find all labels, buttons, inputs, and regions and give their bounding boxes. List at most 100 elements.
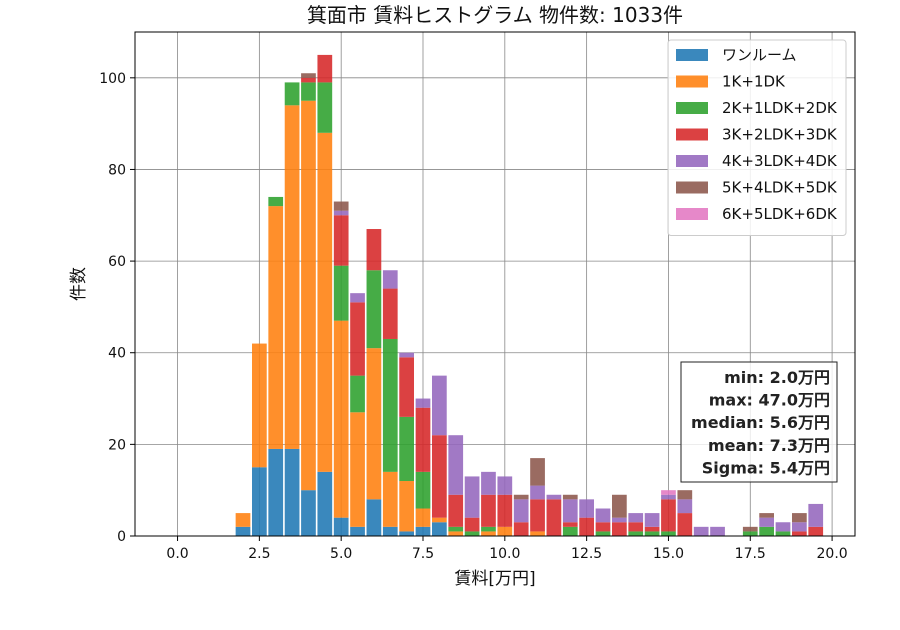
- bar-segment: [530, 499, 545, 532]
- x-tick-label: 20.0: [817, 546, 848, 562]
- bar-segment: [792, 513, 807, 523]
- bar-segment: [644, 513, 660, 527]
- bar-segment: [775, 531, 791, 536]
- histogram-bars: [235, 54, 824, 536]
- bar-segment: [333, 517, 349, 536]
- bar-segment: [382, 338, 398, 472]
- stats-line: median: 5.6万円: [691, 413, 830, 432]
- bar-segment: [612, 522, 627, 536]
- bar-segment: [742, 526, 758, 532]
- bar-segment: [513, 494, 529, 500]
- legend-swatch: [676, 49, 708, 61]
- bar-segment: [333, 201, 349, 211]
- bar-segment: [333, 210, 349, 216]
- y-tick-label: 60: [108, 254, 126, 270]
- bar-segment: [366, 348, 382, 500]
- bar-segment: [579, 517, 594, 536]
- bar-segment: [333, 265, 349, 321]
- stats-box: min: 2.0万円 max: 47.0万円 median: 5.6万円 mean: …: [680, 361, 838, 483]
- bar-segment: [284, 82, 300, 106]
- bar-segment: [382, 288, 398, 339]
- x-tick-label: 10.0: [489, 546, 520, 562]
- bar-segment: [677, 490, 693, 500]
- bar-segment: [808, 526, 824, 536]
- bar-segment: [268, 196, 284, 207]
- bar-segment: [399, 481, 414, 532]
- x-tick-label: 2.5: [248, 546, 270, 562]
- bar-segment: [464, 476, 480, 518]
- bar-segment: [530, 531, 545, 536]
- bar-segment: [612, 494, 627, 518]
- legend-swatch: [676, 75, 708, 88]
- bar-segment: [382, 526, 398, 536]
- bar-segment: [235, 526, 251, 536]
- bar-segment: [661, 531, 676, 536]
- bar-segment: [677, 513, 693, 536]
- x-tick-label: 15.0: [653, 546, 684, 562]
- bar-segment: [432, 517, 447, 523]
- legend-swatch: [676, 128, 708, 141]
- bar-segment: [661, 494, 676, 500]
- bar-segment: [399, 416, 414, 482]
- chart-title: 箕面市 賃料ヒストグラム 物件数: 1033件: [307, 3, 683, 27]
- bar-segment: [366, 270, 382, 349]
- legend-swatch: [676, 208, 708, 220]
- bar-segment: [415, 398, 431, 408]
- y-tick-label: 80: [108, 162, 126, 178]
- bar-segment: [350, 526, 365, 536]
- y-tick-label: 20: [108, 437, 126, 453]
- x-axis-ticks: 0.0 2.5 5.0 7.5 10.0 12.5 15.0 17.5 20.0: [166, 536, 848, 562]
- bar-segment: [415, 508, 431, 527]
- bar-segment: [562, 526, 578, 536]
- y-axis-label: 件数: [69, 267, 89, 301]
- bar-segment: [513, 522, 529, 536]
- bar-segment: [252, 467, 267, 536]
- bar-segment: [317, 82, 333, 133]
- bar-segment: [399, 357, 414, 417]
- bar-segment: [366, 229, 382, 271]
- legend-swatch: [676, 155, 708, 167]
- y-tick-label: 100: [99, 71, 126, 87]
- bar-segment: [301, 100, 316, 491]
- bar-segment: [333, 215, 349, 266]
- bar-segment: [317, 132, 333, 472]
- bar-segment: [792, 531, 807, 536]
- stats-line: mean: 7.3万円: [708, 436, 830, 455]
- bar-segment: [432, 375, 447, 436]
- bar-segment: [808, 503, 824, 527]
- bar-segment: [366, 499, 382, 536]
- bar-segment: [562, 522, 578, 527]
- stats-line: min: 2.0万円: [724, 368, 830, 387]
- x-tick-label: 7.5: [412, 546, 434, 562]
- bar-segment: [284, 105, 300, 449]
- bar-segment: [448, 494, 464, 527]
- bar-segment: [644, 526, 660, 532]
- bar-segment: [301, 490, 316, 536]
- bar-segment: [595, 508, 611, 523]
- bar-segment: [448, 435, 464, 495]
- bar-segment: [268, 206, 284, 449]
- bar-segment: [301, 82, 316, 101]
- plot-border: [134, 31, 856, 537]
- legend-swatch: [676, 102, 708, 114]
- bar-segment: [677, 499, 693, 514]
- bar-segment: [693, 526, 709, 536]
- bar-segment: [497, 494, 513, 527]
- bar-segment: [612, 517, 627, 523]
- bar-segment: [562, 499, 578, 523]
- legend-label: ワンルーム: [722, 46, 797, 64]
- bar-segment: [628, 513, 644, 523]
- bar-segment: [464, 517, 480, 532]
- y-axis-ticks: 0 20 40 60 80 100: [99, 71, 135, 545]
- bar-segment: [350, 375, 365, 413]
- bar-segment: [464, 531, 480, 536]
- stats-line: Sigma: 5.4万円: [702, 458, 830, 477]
- bar-segment: [481, 471, 496, 495]
- bar-segment: [546, 499, 562, 536]
- bar-segment: [661, 499, 676, 532]
- bar-segment: [710, 526, 725, 536]
- bar-segment: [350, 412, 365, 527]
- bar-segment: [595, 531, 611, 536]
- bar-segment: [661, 490, 676, 495]
- legend: ワンルーム 1K+1DK 2K+1LDK+2DK 3K+2LDK+3DK 4K+3LDK…: [667, 39, 847, 236]
